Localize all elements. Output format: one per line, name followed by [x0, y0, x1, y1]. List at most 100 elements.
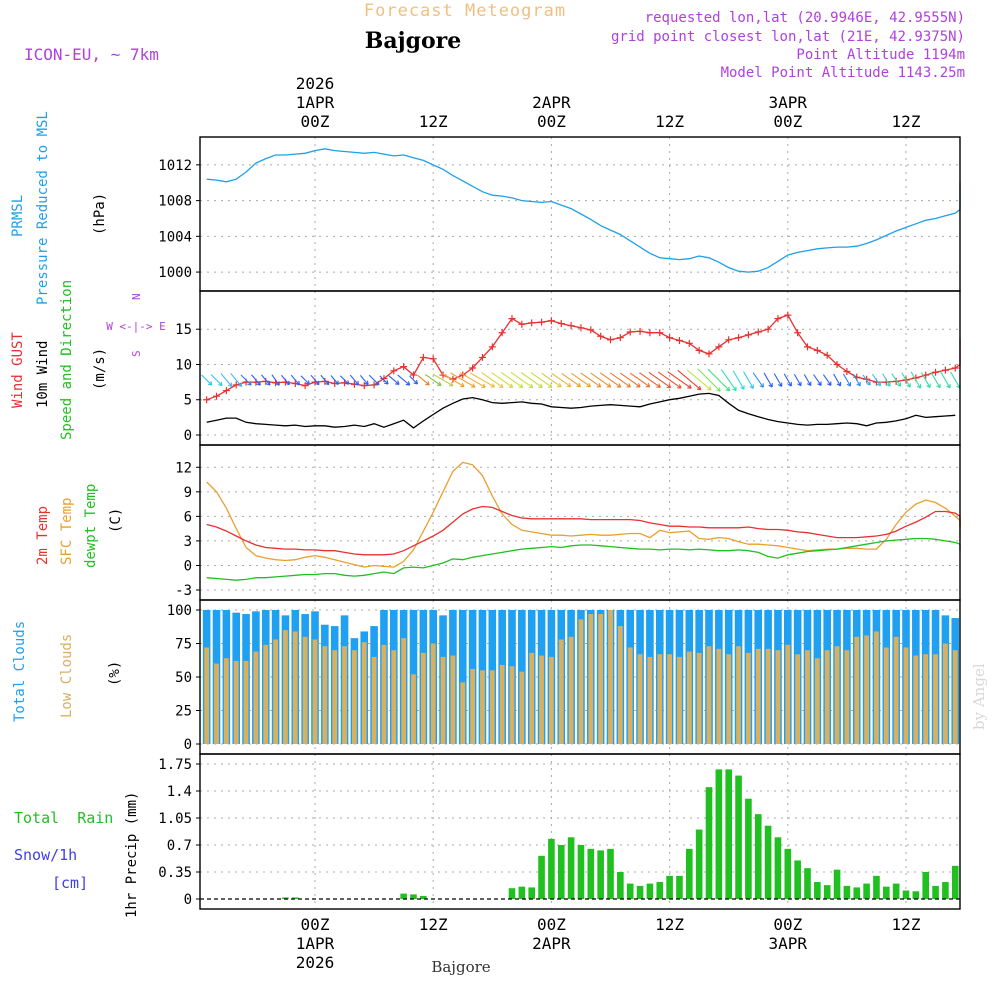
low-clouds-bar: [824, 650, 830, 744]
temp-label-2m: 2m Temp: [35, 506, 51, 565]
gust-point-marker: [449, 375, 457, 383]
low-clouds-bar: [874, 631, 879, 744]
gust-point-marker: [360, 382, 368, 390]
wind-ytick-label: 5: [184, 393, 192, 409]
gust-point-marker: [607, 336, 614, 344]
rain-bar: [548, 838, 555, 899]
precip-ytick-label: 1.75: [158, 757, 192, 773]
clouds-ytick-label: 0: [184, 737, 192, 753]
gust-point-marker: [695, 346, 703, 354]
wind-vector-arrow: [571, 372, 592, 388]
wind-vector-arrow: [901, 372, 911, 388]
gust-point-marker: [636, 327, 644, 335]
wind-vector-arrow: [891, 373, 902, 387]
header-title: Forecast Meteogram: [364, 1, 566, 21]
gust-point-marker: [301, 382, 309, 390]
wind-vector-arrow: [871, 373, 882, 387]
pressure-label-long: Pressure Reduced to MSL: [35, 111, 51, 305]
rain-bar: [557, 845, 565, 899]
header-location: Bajgore: [365, 28, 461, 54]
wind-vector-arrow: [619, 372, 641, 388]
rain-bar: [843, 885, 851, 899]
precip-label-cm: [cm]: [52, 874, 88, 892]
pressure-ytick-label: 1004: [158, 229, 192, 245]
gust-point-marker: [321, 377, 329, 385]
pressure-label-prmsl: PRMSL: [10, 195, 26, 237]
clouds-panel-labels: Total Clouds Low Clouds (%): [12, 621, 123, 722]
wind-vector-arrow: [510, 371, 534, 389]
pressure-ytick-label: 1012: [158, 158, 192, 174]
wind-panel-labels: Wind GUST 10m Wind Speed and Direction (…: [10, 280, 166, 440]
t2m-series-line: [206, 505, 961, 556]
low-clouds-bar: [263, 644, 269, 744]
gust-point-marker: [735, 334, 743, 342]
watermark: by Angel: [970, 663, 988, 730]
gust-point-marker: [754, 328, 762, 336]
rain-bar: [626, 883, 634, 899]
gust-point-marker: [932, 368, 940, 376]
rain-bar: [577, 845, 585, 899]
gust-point-marker: [390, 367, 398, 375]
low-clouds-bar: [844, 650, 850, 744]
wind-ytick-label: 10: [175, 357, 192, 373]
wind-vector-arrow: [930, 371, 941, 389]
wind-vector-arrow: [803, 374, 812, 387]
low-clouds-bar: [608, 610, 613, 744]
low-clouds-bar: [352, 650, 357, 744]
footer-location: Bajgore: [431, 958, 490, 976]
wind-vector-arrow: [580, 372, 602, 388]
low-clouds-bar: [411, 674, 416, 744]
gust-point-marker: [685, 339, 693, 347]
low-clouds-bar: [795, 654, 801, 744]
rain-bar: [666, 875, 673, 899]
wind-vector-arrow: [359, 375, 369, 386]
clouds-ytick-label: 25: [175, 704, 192, 720]
low-clouds-bar: [834, 646, 840, 744]
rain-bar: [754, 814, 762, 899]
wind-vector-arrow: [210, 374, 223, 387]
wind-label-gust: Wind GUST: [10, 332, 26, 408]
wind-vector-arrow: [520, 372, 543, 388]
rain-bar: [853, 887, 861, 899]
rain-bar: [567, 837, 575, 899]
rain-bar: [932, 885, 939, 899]
wind-vector-arrow: [240, 374, 252, 386]
axes-layer: 1000100410081012051015-30369120255075100…: [158, 74, 961, 972]
low-clouds-bar: [677, 656, 682, 744]
rain-bar: [912, 891, 920, 899]
low-clouds-bar: [864, 635, 869, 744]
wind-ytick-label: 15: [175, 322, 192, 338]
low-clouds-bar: [893, 636, 899, 744]
low-clouds-bar: [253, 651, 259, 744]
header-model: ICON-EU, ~ 7km: [24, 45, 159, 64]
gust-point-marker: [597, 332, 605, 340]
wind-unit: (m/s): [92, 348, 108, 390]
bottom-time-label: 12Z: [419, 915, 448, 934]
wind-vector-arrow: [450, 372, 476, 388]
low-clouds-bar: [568, 636, 574, 744]
bottom-time-label: 12Z: [892, 915, 921, 934]
low-clouds-bar: [243, 660, 249, 744]
wind-vector-arrow: [330, 375, 339, 385]
precip-frame: [199, 753, 961, 910]
rain-bar: [587, 848, 595, 899]
top-time-label: 2026: [296, 74, 335, 93]
low-clouds-bar: [706, 646, 712, 744]
wind-vector-arrow: [500, 371, 524, 389]
wind-vector-arrow: [251, 374, 261, 386]
clouds-label-low: Low Clouds: [59, 634, 75, 718]
bottom-time-label: 00Z: [773, 915, 802, 934]
low-clouds-bar: [903, 647, 909, 744]
low-clouds-bar: [519, 671, 525, 744]
pressure-unit: (hPa): [92, 193, 108, 235]
rain-bar: [636, 885, 644, 899]
gust-point-marker: [646, 329, 654, 337]
temp-ytick-label: 9: [184, 485, 192, 501]
wind-vector-arrow: [822, 374, 832, 386]
rain-bar: [892, 883, 900, 899]
low-clouds-bar: [223, 658, 229, 744]
wind-label-10m: 10m Wind: [35, 341, 51, 408]
gust-point-marker: [528, 319, 536, 327]
low-clouds-bar: [450, 655, 456, 744]
low-clouds-bar: [233, 660, 239, 744]
